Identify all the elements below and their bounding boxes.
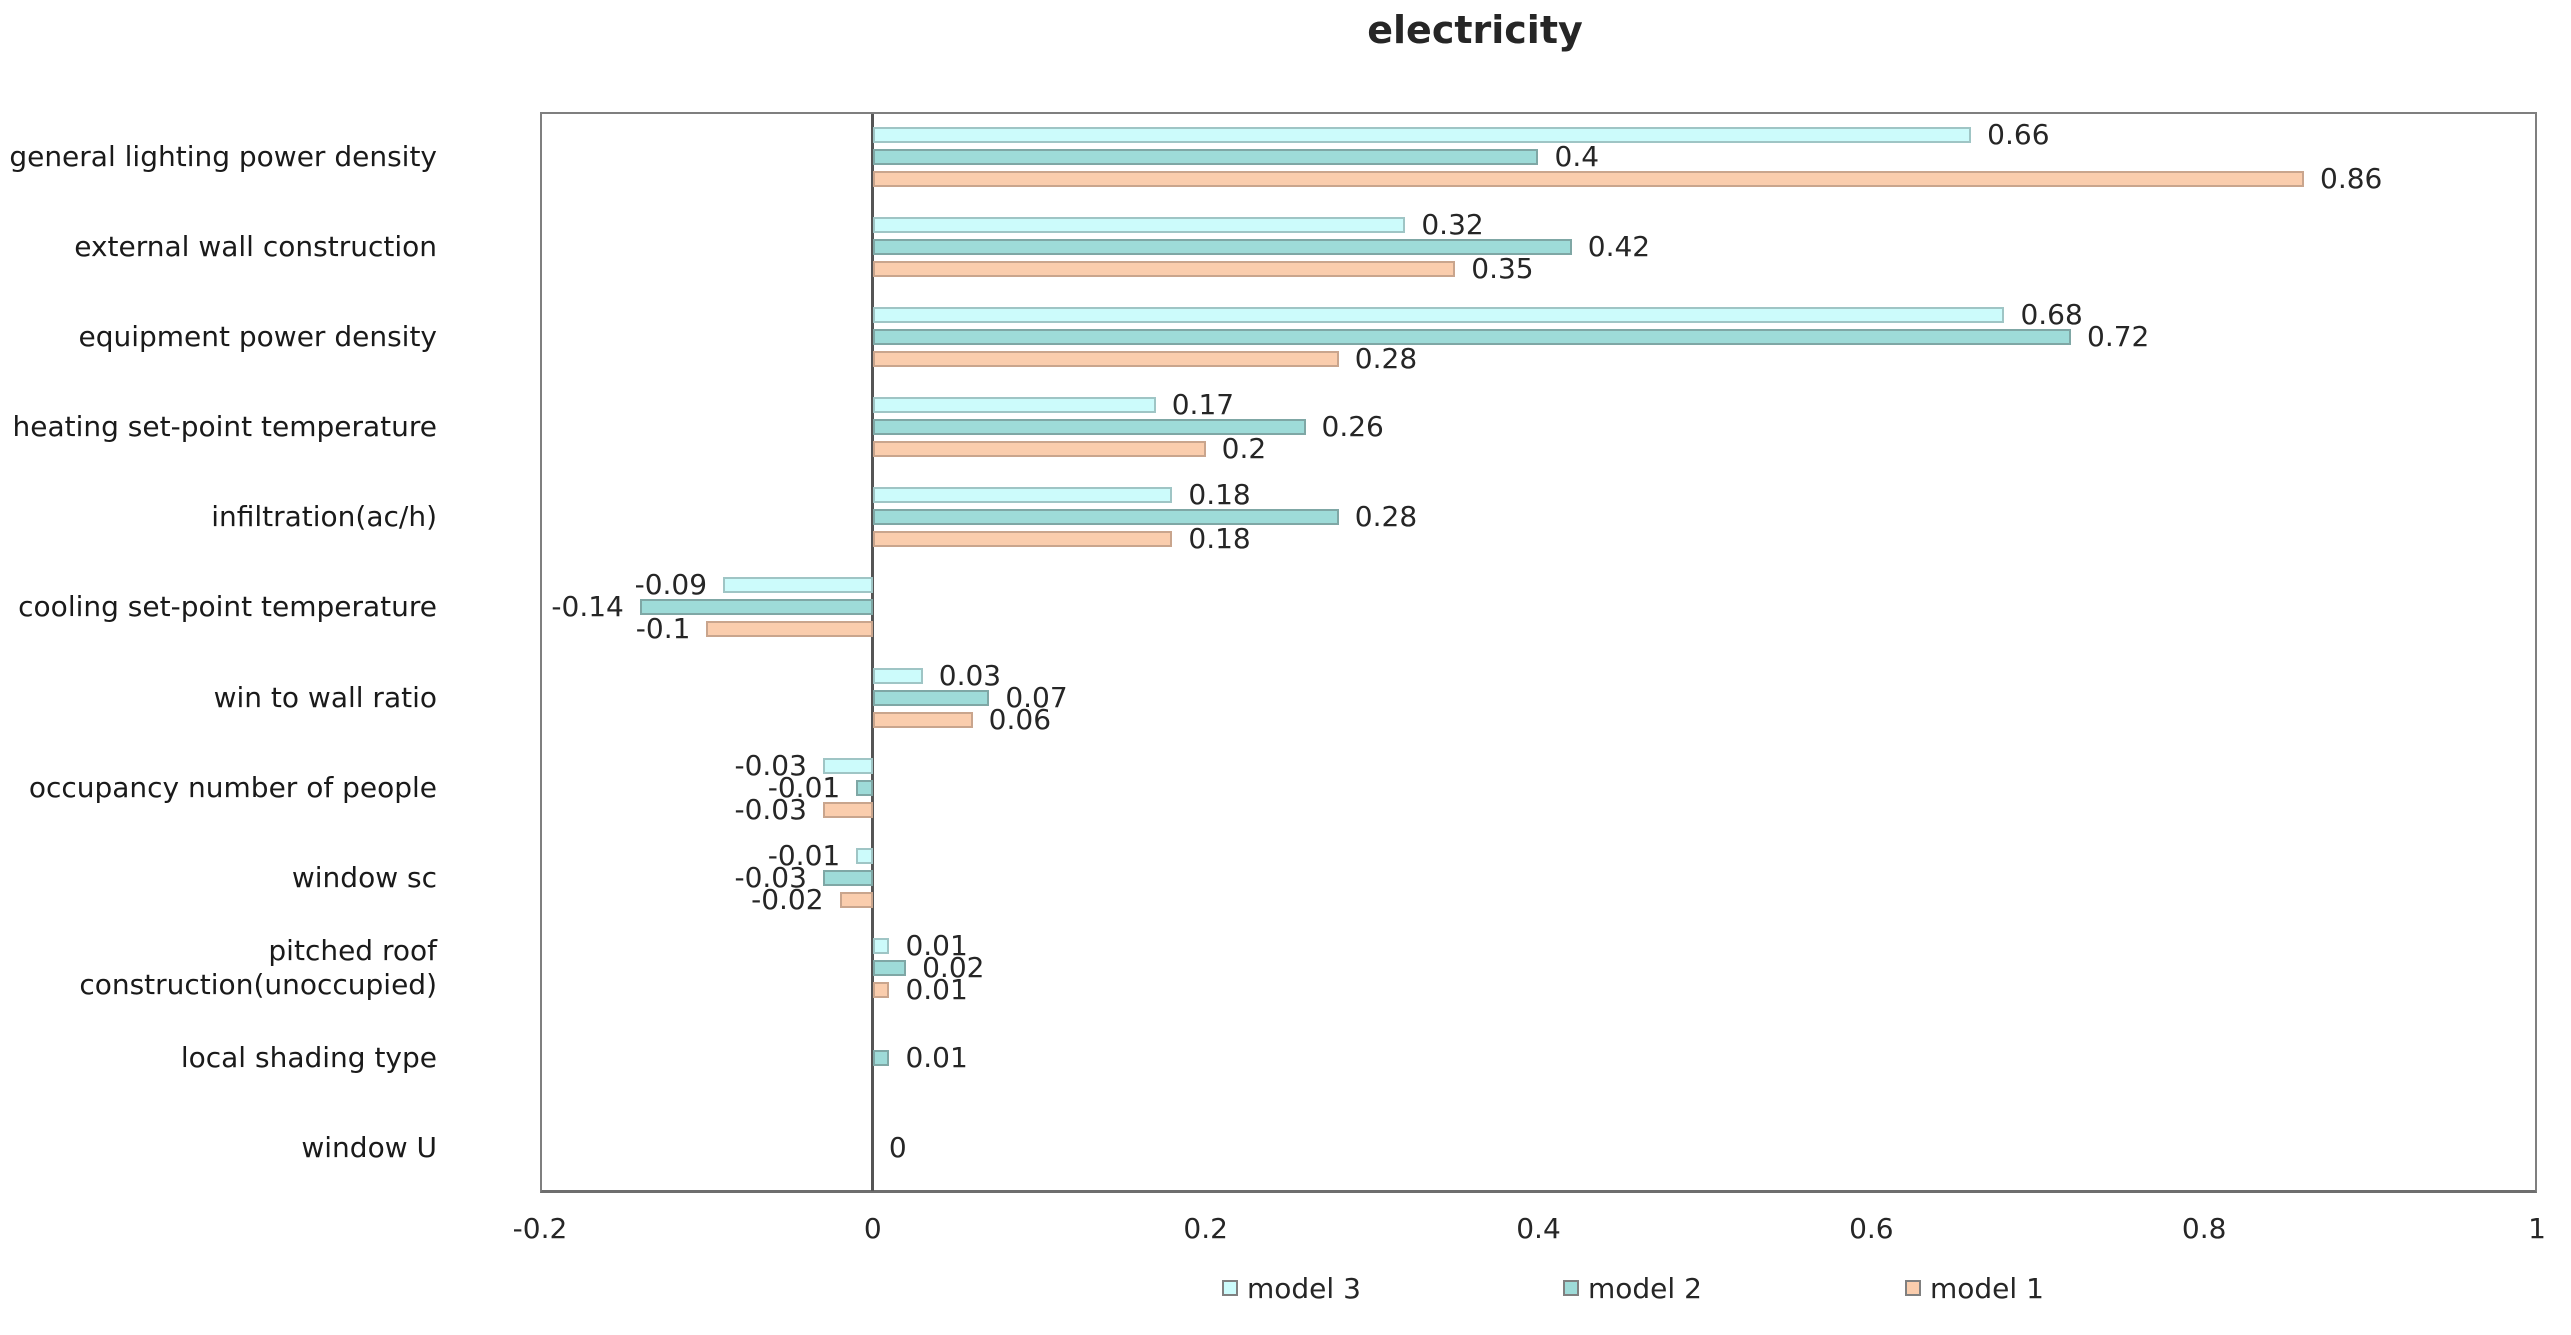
bar-model-3 [822,757,873,774]
x-tick-label: 0.2 [1183,1212,1228,1245]
bar-model-2 [872,959,907,976]
bar-model-3 [872,307,2005,324]
bar-model-1 [872,981,890,998]
legend-item-model-2: model 2 [1563,1271,1702,1305]
legend-item-model-3: model 3 [1222,1271,1361,1305]
bar-value-label: 0.02 [922,950,985,984]
bar-model-3 [872,127,1972,144]
legend-swatch-model-2 [1563,1280,1579,1296]
category-label: win to wall ratio [213,680,437,714]
bar-value-label: 0.17 [1171,388,1235,422]
bar-model-1 [872,711,973,728]
bar-model-2 [872,239,1572,256]
category-label: infiltration(ac/h) [211,500,437,534]
bar-model-3 [872,217,1406,234]
bar-model-3 [872,487,1173,504]
bar-model-3 [856,847,873,864]
category-label: general lighting power density [9,140,437,174]
bar-value-label: 0.01 [905,928,968,962]
x-tick-label: 0.4 [1516,1212,1561,1245]
bar-model-1 [872,441,1206,458]
bar-value-label: 0 [888,1130,907,1164]
bar-value-label: -0.03 [734,792,807,826]
bar-value-label: -0.02 [751,882,824,916]
bar-model-1 [872,531,1173,548]
bar-value-label: 0.32 [1421,208,1484,242]
bar-model-2 [872,509,1339,526]
bar-value-label: -0.14 [551,590,624,624]
category-label: occupancy number of people [28,770,437,804]
bar-value-label: 0.26 [1321,410,1384,444]
x-tick-label: -0.2 [512,1212,568,1245]
bar-value-label: 0.28 [1354,342,1418,376]
bar-model-1 [872,261,1456,278]
bar-value-label: 0.06 [988,702,1052,736]
bar-model-1 [706,621,873,638]
x-tick-label: 0.6 [1849,1212,1894,1245]
bar-model-2 [872,419,1306,436]
category-label: window sc [291,860,437,894]
zero-axis-line [871,114,875,1191]
bar-value-label: 0.2 [1221,432,1267,466]
bar-value-label: 0.35 [1471,252,1534,286]
bar-model-2 [872,149,1539,166]
bar-value-label: -0.01 [767,770,841,804]
bar-model-2 [822,869,873,886]
plot-area [540,112,2537,1193]
bar-model-3 [872,937,890,954]
category-label: cooling set-point temperature [18,590,437,624]
legend-label: model 2 [1588,1271,1702,1305]
bar-value-label: -0.03 [734,748,807,782]
bar-value-label: 0.01 [905,972,968,1006]
x-tick-label: 0 [863,1212,882,1245]
bar-model-2 [856,779,873,796]
bar-value-label: 0.18 [1188,522,1251,556]
bar-model-2 [872,329,2072,346]
legend-label: model 1 [1930,1271,2044,1305]
x-tick-label: 0.8 [2181,1212,2227,1245]
legend-label: model 3 [1247,1271,1361,1305]
chart-title: electricity [1367,8,1583,52]
bar-model-1 [822,801,873,818]
bar-model-3 [872,667,923,684]
legend: model 3 model 2 model 1 [0,1272,2571,1312]
bar-value-label: -0.03 [734,860,807,894]
bar-model-2 [872,689,990,706]
bar-value-label: 0.18 [1188,478,1251,512]
x-tick-label: 1 [2528,1212,2546,1245]
bar-model-1 [872,171,2304,188]
bar-value-label: 0.4 [1554,140,1600,174]
bar-value-label: 0.72 [2087,320,2150,354]
category-label: external wall construction [74,230,437,264]
bar-value-label: 0.42 [1587,230,1651,264]
category-label: pitched roof construction(unoccupied) [79,933,437,1001]
legend-swatch-model-1 [1905,1280,1921,1296]
legend-item-model-1: model 1 [1905,1271,2044,1305]
bar-model-3 [872,397,1156,414]
bar-model-2 [639,599,873,616]
bar-value-label: -0.1 [635,612,691,646]
category-label: local shading type [180,1040,437,1074]
category-label: heating set-point temperature [12,410,437,444]
bar-model-1 [839,891,873,908]
bar-value-label: 0.01 [905,1040,968,1074]
bar-model-2 [872,1049,890,1066]
bar-value-label: 0.66 [1987,118,2050,152]
bar-value-label: 0.03 [938,658,1002,692]
bar-value-label: 0.86 [2320,162,2383,196]
bar-value-label: -0.09 [634,568,708,602]
category-label: window U [301,1130,437,1164]
bar-value-label: 0.07 [1005,680,1068,714]
bar-value-label: -0.01 [767,838,841,872]
bar-model-1 [872,351,1339,368]
bar-value-label: 0.28 [1354,500,1418,534]
category-label: equipment power density [78,320,437,354]
bar-value-label: 0.68 [2020,298,2083,332]
legend-swatch-model-3 [1222,1280,1238,1296]
bar-model-3 [723,577,873,594]
